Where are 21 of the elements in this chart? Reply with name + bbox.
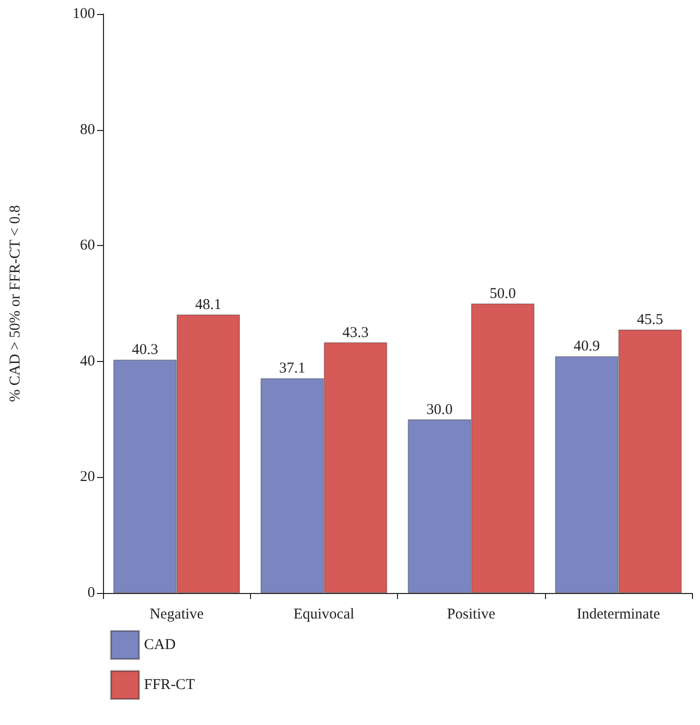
x-tick-label: Negative (150, 606, 204, 622)
data-label: 40.3 (132, 342, 158, 358)
data-label: 37.1 (279, 360, 306, 377)
data-label: 50.0 (490, 286, 516, 302)
y-tick-label: 100 (72, 6, 95, 22)
y-axis-title: % CAD > 50% or FFR-CT < 0.8 (8, 205, 24, 402)
y-tick-label: 60 (80, 238, 95, 254)
x-tick-label: Positive (446, 606, 496, 622)
data-label: 48.1 (195, 297, 222, 313)
y-tick-label: 40 (80, 353, 95, 370)
x-tick-label: Indeterminate (576, 606, 660, 622)
x-tick-label: Equivocal (293, 606, 354, 622)
data-label: 40.9 (574, 338, 600, 355)
data-label: 43.3 (342, 324, 369, 341)
data-label: 30.0 (426, 402, 453, 418)
y-tick-label: 0 (88, 585, 95, 601)
legend-label: CAD (144, 637, 176, 653)
data-label: 45.5 (636, 312, 664, 328)
legend-label: FFR-CT (144, 677, 195, 693)
y-tick-label: 20 (80, 469, 95, 486)
y-tick-label: 80 (80, 122, 95, 138)
